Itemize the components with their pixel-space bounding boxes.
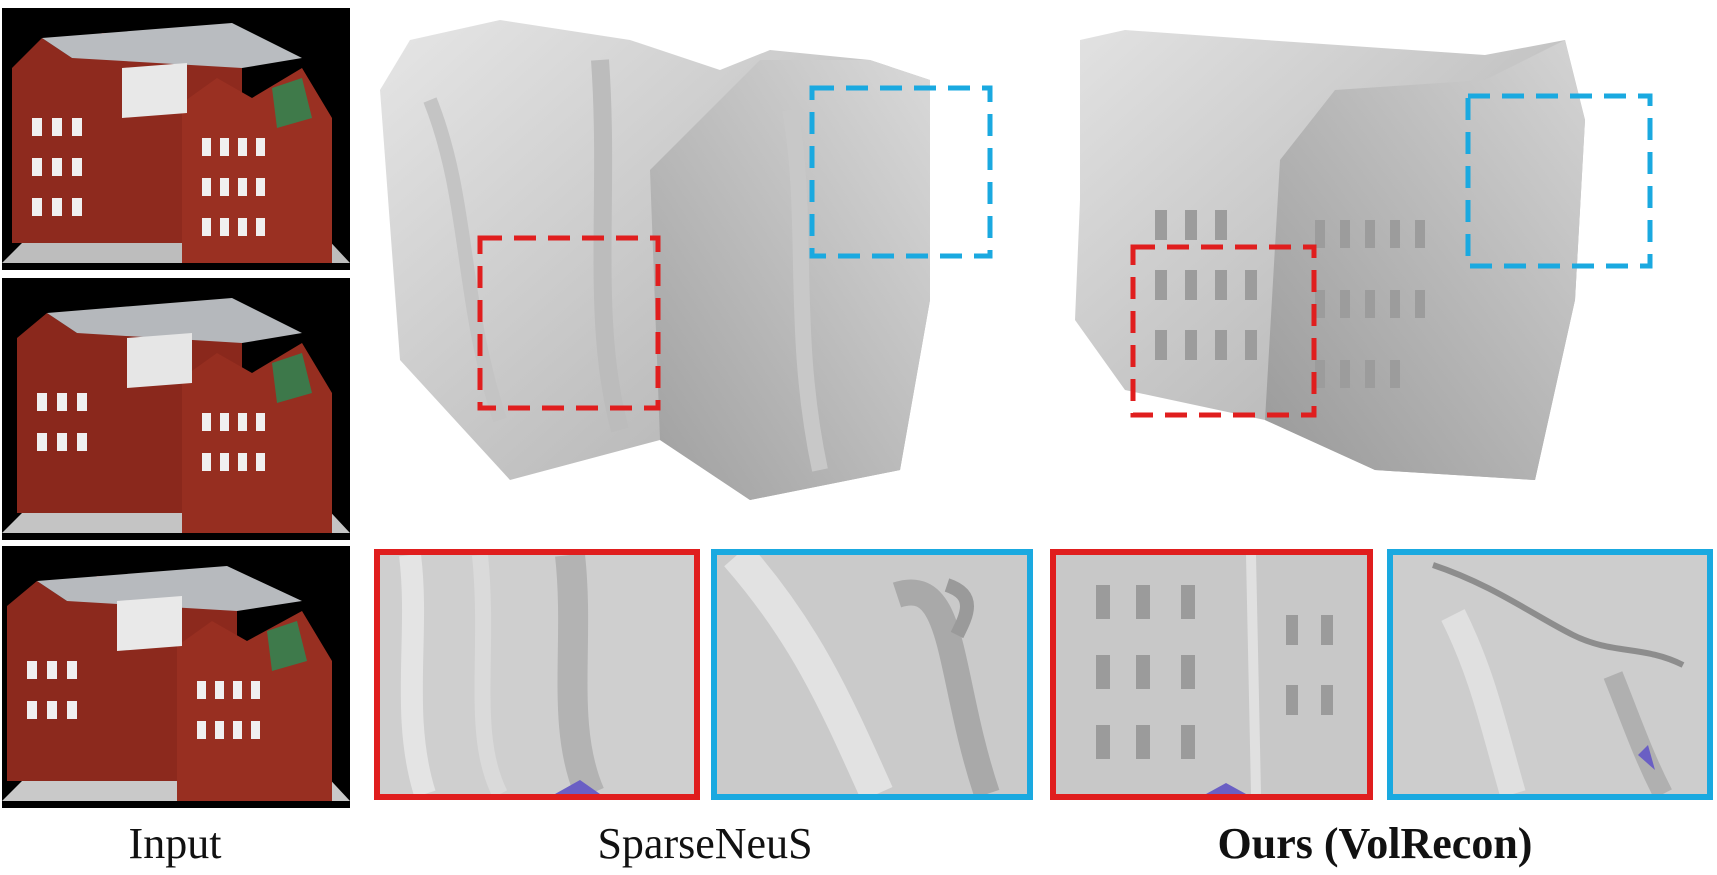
sparseneus-red-zoom: [374, 549, 700, 800]
input-image-3: [2, 546, 350, 808]
volrecon-blue-zoom: [1387, 549, 1713, 800]
volrecon-mesh-render: [1065, 0, 1715, 550]
volrecon-red-zoom: [1050, 549, 1373, 800]
input-image-2: [2, 278, 350, 540]
caption-input: Input: [128, 819, 222, 868]
red-highlight-box: [477, 235, 661, 411]
red-highlight-box: [1130, 244, 1317, 418]
sparseneus-mesh-render: [370, 0, 1030, 550]
sparseneus-blue-zoom: [711, 549, 1033, 800]
caption-sparseneus: SparseNeuS: [597, 819, 813, 868]
input-image-1: [2, 8, 350, 270]
blue-highlight-box: [1465, 93, 1653, 269]
caption-ours: Ours (VolRecon): [1217, 819, 1533, 868]
blue-highlight-box: [809, 85, 993, 259]
